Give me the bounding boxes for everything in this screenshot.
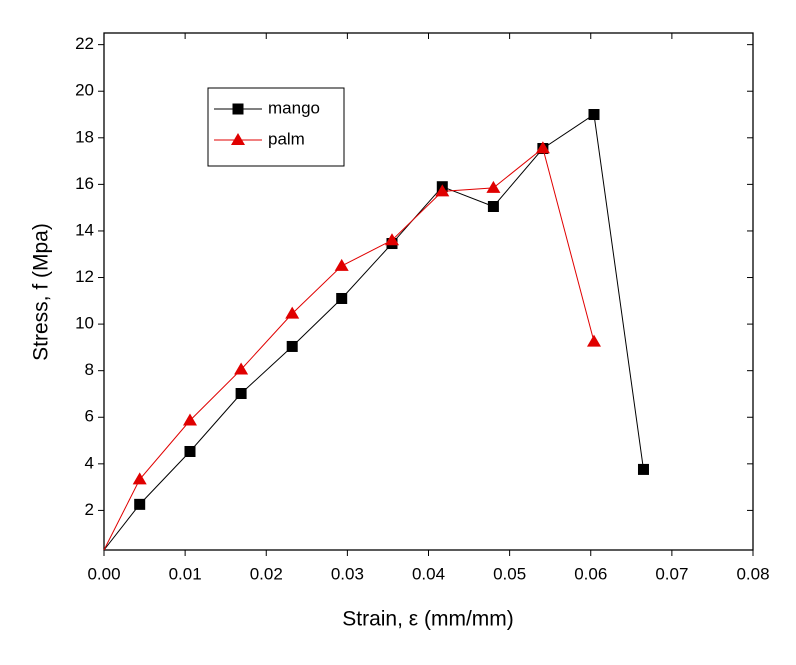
x-tick-label: 0.00 bbox=[87, 564, 120, 583]
data-point bbox=[134, 498, 146, 510]
y-tick-label: 10 bbox=[75, 314, 94, 333]
data-point bbox=[286, 340, 298, 352]
y-tick-label: 22 bbox=[75, 34, 94, 53]
y-tick-label: 2 bbox=[85, 500, 94, 519]
data-point bbox=[486, 180, 501, 193]
x-tick-label: 0.03 bbox=[331, 564, 364, 583]
x-tick-label: 0.06 bbox=[574, 564, 607, 583]
data-point bbox=[586, 334, 601, 347]
y-tick-label: 18 bbox=[75, 127, 94, 146]
y-tick-label: 4 bbox=[85, 453, 94, 472]
series-line bbox=[103, 147, 595, 551]
y-tick-label: 16 bbox=[75, 174, 94, 193]
x-tick-label: 0.08 bbox=[736, 564, 769, 583]
x-tick-label: 0.04 bbox=[412, 564, 445, 583]
data-point bbox=[132, 472, 147, 485]
data-point bbox=[285, 306, 300, 319]
x-tick-label: 0.01 bbox=[169, 564, 202, 583]
data-point bbox=[182, 413, 197, 426]
y-axis-title: Stress, f (Mpa) bbox=[30, 223, 53, 361]
legend-label: mango bbox=[268, 98, 320, 117]
y-tick-label: 20 bbox=[75, 81, 94, 100]
data-point bbox=[336, 292, 348, 304]
data-point bbox=[487, 200, 499, 212]
x-axis-title: Strain, ε (mm/mm) bbox=[342, 608, 514, 631]
y-tick-label: 8 bbox=[85, 360, 94, 379]
data-point bbox=[184, 445, 196, 457]
data-point bbox=[384, 233, 399, 246]
x-tick-label: 0.07 bbox=[655, 564, 688, 583]
legend-label: palm bbox=[268, 129, 305, 148]
data-point bbox=[535, 141, 550, 154]
data-point bbox=[234, 362, 249, 375]
plot-frame bbox=[103, 32, 754, 551]
x-tick-label: 0.05 bbox=[493, 564, 526, 583]
data-point bbox=[637, 463, 649, 475]
series-line bbox=[103, 113, 644, 551]
legend-marker bbox=[232, 103, 244, 115]
y-tick-label: 14 bbox=[75, 220, 94, 239]
y-tick-label: 6 bbox=[85, 407, 94, 426]
data-point bbox=[235, 388, 247, 400]
data-point bbox=[435, 184, 450, 197]
x-tick-label: 0.02 bbox=[250, 564, 283, 583]
legend-box bbox=[207, 87, 345, 167]
legend-marker bbox=[231, 133, 245, 145]
data-point bbox=[588, 109, 600, 121]
y-tick-label: 12 bbox=[75, 267, 94, 286]
data-point bbox=[334, 258, 349, 271]
